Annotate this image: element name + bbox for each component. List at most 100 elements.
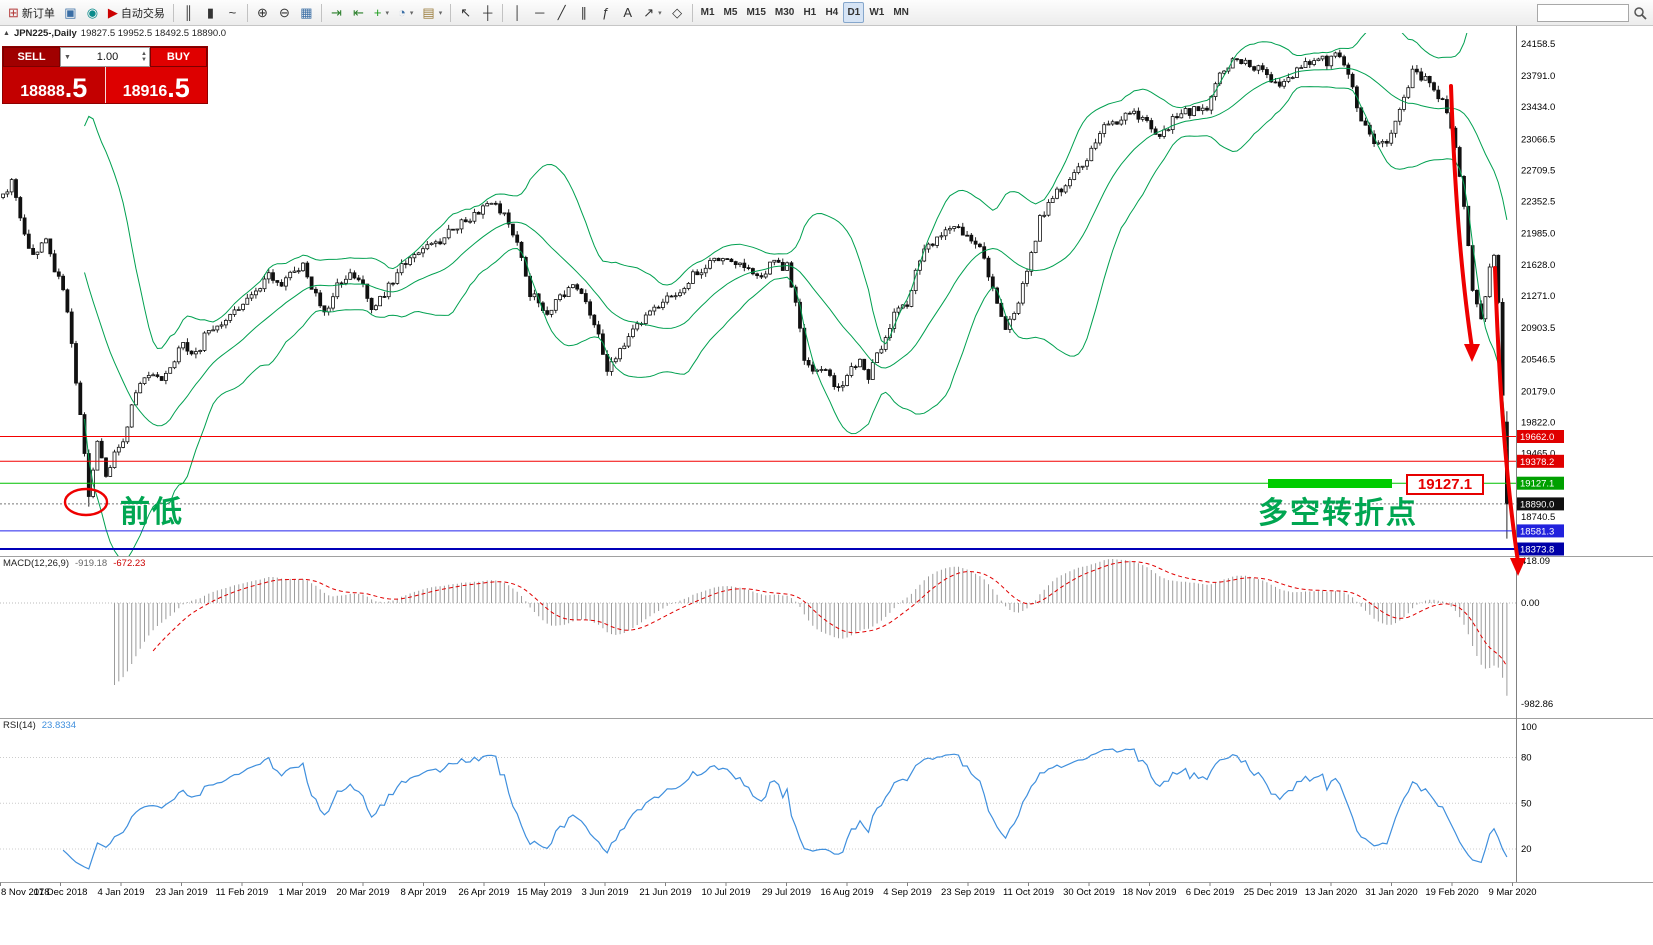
price-axis-badge xyxy=(1517,454,1564,468)
svg-text:21271.0: 21271.0 xyxy=(1521,291,1555,302)
line-chart-icon: ~ xyxy=(228,5,237,20)
tf-button-m30[interactable]: M30 xyxy=(771,2,798,23)
shapes-button[interactable]: ◇ xyxy=(667,2,688,23)
svg-text:18 Nov 2019: 18 Nov 2019 xyxy=(1123,887,1177,898)
zoom-in-button[interactable]: ⊕ xyxy=(252,2,273,23)
turning-point-highlight xyxy=(1268,479,1392,488)
tf-button-m30-label: M30 xyxy=(774,7,795,18)
tf-button-m5[interactable]: M5 xyxy=(720,2,742,23)
new-order-button[interactable]: ⊞ 新订单 xyxy=(4,2,59,23)
svg-text:6 Dec 2019: 6 Dec 2019 xyxy=(1186,887,1235,898)
spin-down-icon[interactable]: ▼ xyxy=(141,57,147,63)
crosshair-button[interactable]: ┼ xyxy=(477,2,498,23)
chart-windows-button[interactable]: ▣ xyxy=(60,2,81,23)
text-button[interactable]: A xyxy=(617,2,638,23)
periods-button[interactable]: ◔ ▾ xyxy=(394,2,417,23)
zoom-out-icon: ⊖ xyxy=(278,5,290,20)
toolbar-separator xyxy=(691,3,693,22)
line-chart-button[interactable]: ~ xyxy=(222,2,243,23)
down-arrow-annotation[interactable] xyxy=(1449,84,1474,350)
autotrade-button[interactable]: ▶ 自动交易 xyxy=(104,2,169,23)
tf-button-m1[interactable]: M1 xyxy=(697,2,719,23)
volume-field[interactable]: ▼ 1.00 ▲ ▼ xyxy=(60,47,150,67)
chart-windows-icon: ▣ xyxy=(64,5,77,20)
auto-scroll-button[interactable]: ⇥ xyxy=(326,2,347,23)
trade-controls-row: SELL ▼ 1.00 ▲ ▼ BUY xyxy=(3,47,207,67)
tf-button-d1[interactable]: D1 xyxy=(843,2,865,23)
arrows-icon: ↗ xyxy=(643,5,655,20)
svg-text:13 Jan 2020: 13 Jan 2020 xyxy=(1305,887,1357,898)
volume-dropdown-icon[interactable]: ▼ xyxy=(64,53,71,61)
macd-signal-line xyxy=(152,561,1508,667)
spin-up-icon[interactable]: ▲ xyxy=(141,51,147,57)
svg-text:17 Dec 2018: 17 Dec 2018 xyxy=(34,887,88,898)
tf-button-w1[interactable]: W1 xyxy=(865,2,888,23)
candlestick-icon: ▮ xyxy=(206,5,214,20)
tile-windows-button[interactable]: ▦ xyxy=(296,2,317,23)
volume-value[interactable]: 1.00 xyxy=(96,51,119,63)
rsi-pane[interactable] xyxy=(0,748,1516,870)
autotrade-icon: ▶ xyxy=(107,5,118,20)
svg-text:31 Jan 2020: 31 Jan 2020 xyxy=(1365,887,1417,898)
svg-text:8 Apr 2019: 8 Apr 2019 xyxy=(401,887,447,898)
tf-button-h4[interactable]: H4 xyxy=(821,2,842,23)
tf-button-h1-label: H1 xyxy=(803,7,817,18)
down-arrow-annotation[interactable] xyxy=(1493,266,1520,564)
buy-price-main: 18916 xyxy=(122,83,168,100)
zoom-out-button[interactable]: ⊖ xyxy=(274,2,295,23)
svg-text:20903.5: 20903.5 xyxy=(1521,323,1555,334)
tf-button-mn[interactable]: MN xyxy=(889,2,913,23)
ohlc-bars-button[interactable]: ║ xyxy=(178,2,199,23)
templates-button[interactable]: ▤ ▾ xyxy=(418,2,446,23)
sell-button[interactable]: SELL xyxy=(3,47,60,67)
auto-scroll-icon: ⇥ xyxy=(330,5,342,20)
svg-text:10 Jul 2019: 10 Jul 2019 xyxy=(701,887,750,898)
svg-text:23434.0: 23434.0 xyxy=(1521,102,1555,113)
symbol-search-input[interactable] xyxy=(1537,3,1629,22)
cursor-button[interactable]: ↖ xyxy=(455,2,476,23)
svg-text:21 Jun 2019: 21 Jun 2019 xyxy=(639,887,691,898)
svg-text:22709.5: 22709.5 xyxy=(1521,165,1555,176)
rsi-label: RSI(14) 23.8334 xyxy=(3,720,76,731)
crosshair-icon: ┼ xyxy=(483,5,493,20)
vertical-line-button[interactable]: │ xyxy=(507,2,528,23)
sell-price[interactable]: 18888.5 xyxy=(3,67,106,103)
profile-button[interactable]: ◉ xyxy=(82,2,103,23)
tf-button-h1[interactable]: H1 xyxy=(799,2,820,23)
previous-low-circle[interactable] xyxy=(63,487,109,517)
price-axis-badge xyxy=(1517,542,1564,556)
tf-button-d1-label: D1 xyxy=(847,7,861,18)
tf-button-m5-label: M5 xyxy=(723,7,738,18)
horizontal-line-button[interactable]: ─ xyxy=(529,2,550,23)
level-price-label[interactable]: 19127.1 xyxy=(1406,474,1484,495)
macd-histogram xyxy=(114,559,1508,696)
periods-icon: ◔ xyxy=(398,5,406,20)
toolbar-separator xyxy=(246,3,248,22)
svg-text:26 Apr 2019: 26 Apr 2019 xyxy=(458,887,509,898)
svg-text:23 Jan 2019: 23 Jan 2019 xyxy=(155,887,207,898)
chart-shift-button[interactable]: ⇤ xyxy=(348,2,369,23)
fibonacci-button[interactable]: ƒ xyxy=(595,2,616,23)
search-icon[interactable] xyxy=(1633,6,1647,20)
tf-button-m15-label: M15 xyxy=(746,7,766,18)
macd-pane[interactable] xyxy=(0,559,1516,696)
tf-button-m15[interactable]: M15 xyxy=(742,2,769,23)
svg-text:19378.2: 19378.2 xyxy=(1520,457,1554,468)
profile-icon: ◉ xyxy=(86,5,99,20)
trendline-button[interactable]: ╱ xyxy=(551,2,572,23)
volume-spinner[interactable]: ▲ ▼ xyxy=(141,51,149,63)
indicators-button[interactable]: + ▾ xyxy=(370,2,393,23)
candlestick-button[interactable]: ▮ xyxy=(200,2,221,23)
channel-button[interactable]: ∥ xyxy=(573,2,594,23)
arrows-button[interactable]: ↗ ▾ xyxy=(639,2,665,23)
price-axis-badge xyxy=(1517,476,1564,490)
tf-button-h4-label: H4 xyxy=(825,7,839,18)
macd-label: MACD(12,26,9) -919.18 -672.23 xyxy=(3,558,145,569)
svg-text:23 Sep 2019: 23 Sep 2019 xyxy=(941,887,995,898)
buy-button[interactable]: BUY xyxy=(150,47,207,67)
collapse-icon[interactable]: ▲ xyxy=(3,30,10,37)
autotrade-label: 自动交易 xyxy=(120,7,165,20)
buy-price[interactable]: 18916.5 xyxy=(105,67,207,103)
main-price-pane[interactable] xyxy=(0,0,1516,560)
